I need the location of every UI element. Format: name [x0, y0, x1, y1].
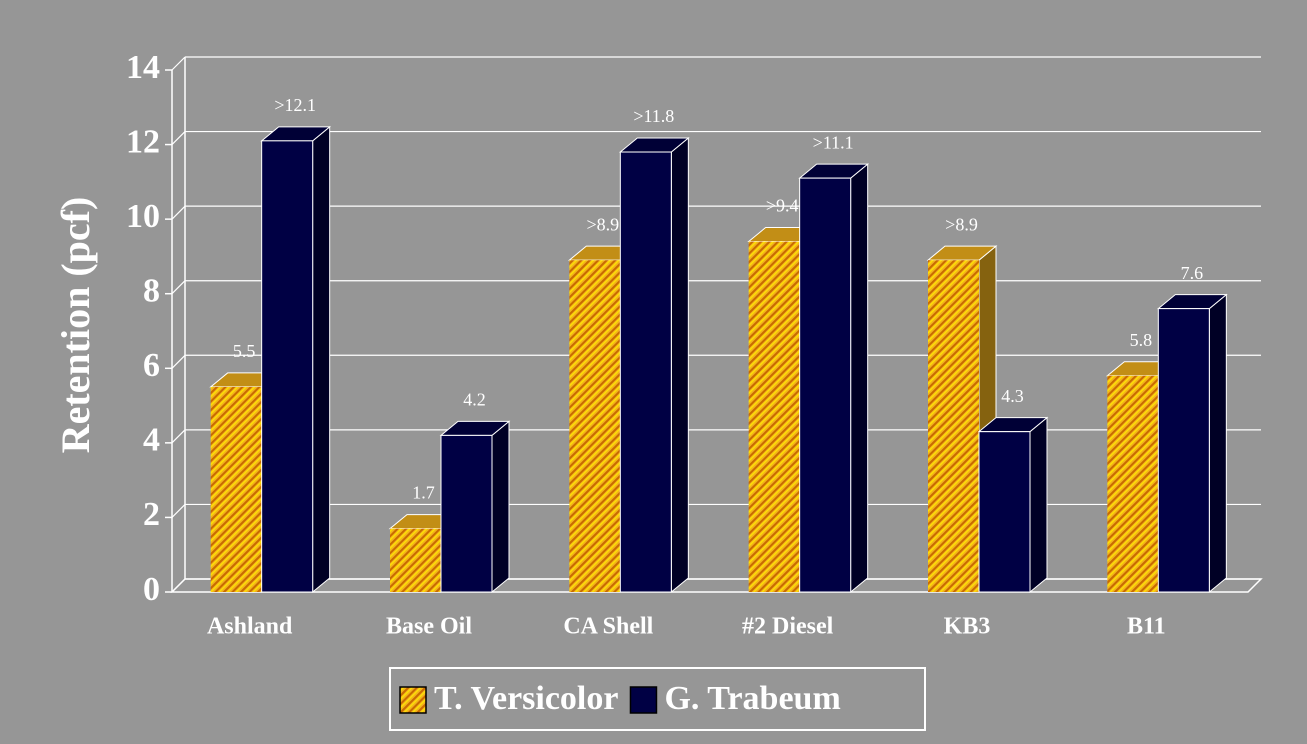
x-tick-label: Base Oil: [386, 614, 472, 640]
value-label: 4.2: [463, 390, 486, 410]
value-label: 5.5: [233, 341, 256, 361]
grid-line-side: [171, 280, 186, 295]
bar: [928, 260, 979, 592]
grid-line-side: [171, 504, 186, 518]
legend-label: T. Versicolor: [434, 680, 618, 717]
bar-side: [1208, 293, 1227, 594]
x-tick-label: Ashland: [207, 614, 293, 640]
grid-line-side: [171, 205, 186, 220]
bar: [1157, 308, 1210, 593]
legend-label: G. Trabeum: [664, 680, 840, 717]
value-label: 1.7: [412, 483, 435, 503]
y-tick-label: 8: [143, 273, 160, 310]
x-tick-label: B11: [1127, 614, 1166, 640]
bar-side: [670, 136, 689, 594]
bar-side: [850, 163, 869, 594]
y-tick-label: 12: [126, 123, 160, 160]
value-label: >11.1: [813, 132, 854, 152]
value-label: 5.8: [1130, 330, 1153, 350]
bar: [390, 528, 441, 592]
grid-line-side: [171, 56, 186, 71]
legend-swatch: [629, 686, 658, 714]
grid-line-side: [171, 354, 186, 369]
bar: [261, 140, 314, 593]
y-tick-label: 6: [143, 347, 160, 384]
value-label: >9.4: [766, 196, 799, 216]
legend-box: [389, 667, 926, 731]
value-label: 7.6: [1181, 263, 1204, 283]
value-label: >12.1: [274, 95, 316, 115]
bar: [569, 260, 621, 592]
value-label: >11.8: [633, 106, 674, 126]
grid-line-side: [171, 578, 186, 593]
grid-line-side: [171, 131, 186, 145]
grid-line-side: [171, 429, 186, 444]
value-label: 4.3: [1001, 386, 1024, 406]
y-axis-title: Retention (pcf): [53, 197, 98, 454]
bar-side: [491, 420, 510, 594]
x-tick-label: KB3: [944, 614, 991, 640]
legend-swatch: [399, 686, 427, 714]
y-tick-label: 0: [143, 571, 160, 608]
x-tick-label: #2 Diesel: [742, 614, 834, 640]
bar-side: [312, 125, 331, 594]
y-tick-label: 4: [143, 422, 160, 459]
bar: [1107, 375, 1159, 592]
bar: [210, 386, 262, 592]
bar: [748, 241, 800, 592]
bar: [440, 434, 493, 593]
bar: [978, 431, 1031, 593]
value-label: >8.9: [587, 214, 620, 234]
bar: [799, 177, 852, 593]
bar: [619, 151, 672, 593]
y-tick-label: 14: [126, 49, 160, 86]
value-label: >8.9: [945, 214, 978, 234]
y-tick-label: 10: [126, 198, 160, 235]
bar-side: [1029, 416, 1048, 594]
y-tick-label: 2: [143, 496, 160, 533]
x-tick-label: CA Shell: [563, 614, 653, 640]
